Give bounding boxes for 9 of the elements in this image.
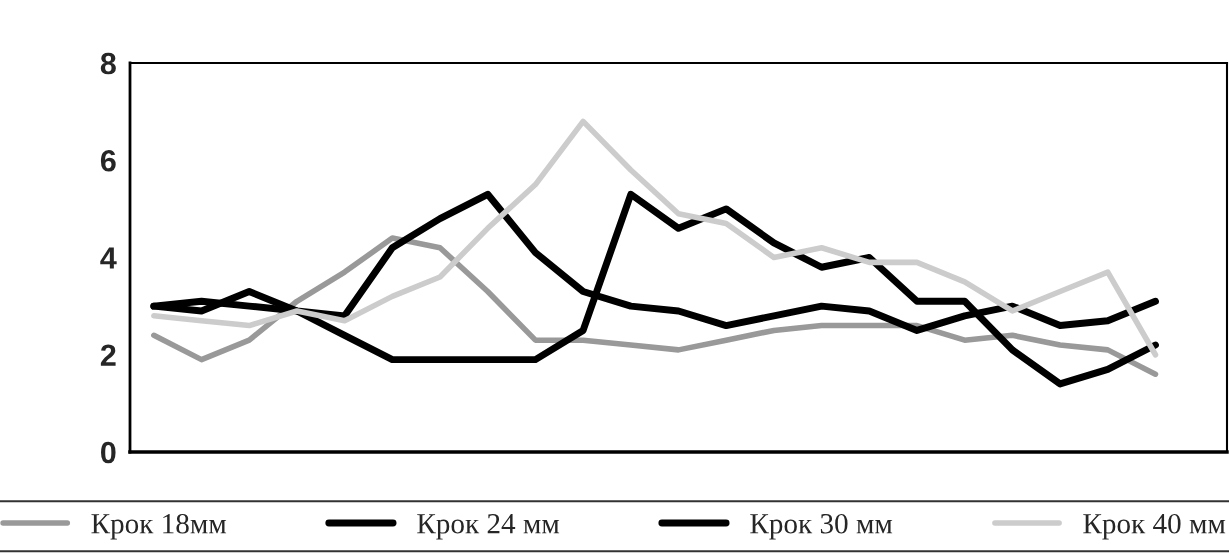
y-tick-label: 6 <box>100 149 116 172</box>
legend-label: Крок 24 мм <box>417 513 560 540</box>
y-tick-label: 4 <box>100 247 117 269</box>
y-tick-label: 8 <box>100 52 116 75</box>
y-tick-label: 2 <box>100 344 116 366</box>
legend-label: Крок 40 мм <box>1083 513 1226 540</box>
legend-label: Крок 18мм <box>91 513 227 540</box>
legend-label: Крок 30 мм <box>750 513 893 540</box>
y-tick-label: 0 <box>101 441 116 464</box>
